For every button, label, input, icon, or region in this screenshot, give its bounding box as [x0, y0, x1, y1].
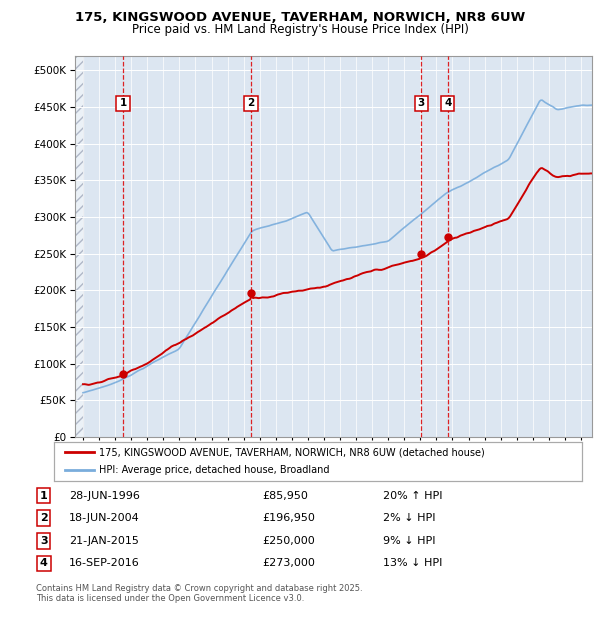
Text: 9% ↓ HPI: 9% ↓ HPI [383, 536, 436, 546]
Text: 175, KINGSWOOD AVENUE, TAVERHAM, NORWICH, NR8 6UW: 175, KINGSWOOD AVENUE, TAVERHAM, NORWICH… [75, 11, 525, 24]
Text: 18-JUN-2004: 18-JUN-2004 [68, 513, 139, 523]
Bar [75, 56, 83, 437]
Text: 4: 4 [444, 99, 451, 108]
Text: 2% ↓ HPI: 2% ↓ HPI [383, 513, 436, 523]
Text: £85,950: £85,950 [262, 490, 308, 500]
Text: 28-JUN-1996: 28-JUN-1996 [68, 490, 140, 500]
Text: HPI: Average price, detached house, Broadland: HPI: Average price, detached house, Broa… [99, 465, 329, 475]
Text: 2: 2 [247, 99, 254, 108]
Text: 2: 2 [40, 513, 47, 523]
Text: 1: 1 [119, 99, 127, 108]
Text: Price paid vs. HM Land Registry's House Price Index (HPI): Price paid vs. HM Land Registry's House … [131, 23, 469, 36]
Text: £250,000: £250,000 [262, 536, 314, 546]
Text: 4: 4 [40, 559, 48, 569]
Text: 16-SEP-2016: 16-SEP-2016 [68, 559, 139, 569]
Text: 13% ↓ HPI: 13% ↓ HPI [383, 559, 443, 569]
Bar [75, 56, 83, 437]
Text: 3: 3 [40, 536, 47, 546]
Text: 20% ↑ HPI: 20% ↑ HPI [383, 490, 443, 500]
Text: 175, KINGSWOOD AVENUE, TAVERHAM, NORWICH, NR8 6UW (detached house): 175, KINGSWOOD AVENUE, TAVERHAM, NORWICH… [99, 448, 485, 458]
Text: 1: 1 [40, 490, 47, 500]
Text: £196,950: £196,950 [262, 513, 315, 523]
Text: £273,000: £273,000 [262, 559, 315, 569]
Text: 3: 3 [418, 99, 425, 108]
Text: Contains HM Land Registry data © Crown copyright and database right 2025.
This d: Contains HM Land Registry data © Crown c… [36, 584, 362, 603]
Text: 21-JAN-2015: 21-JAN-2015 [68, 536, 139, 546]
